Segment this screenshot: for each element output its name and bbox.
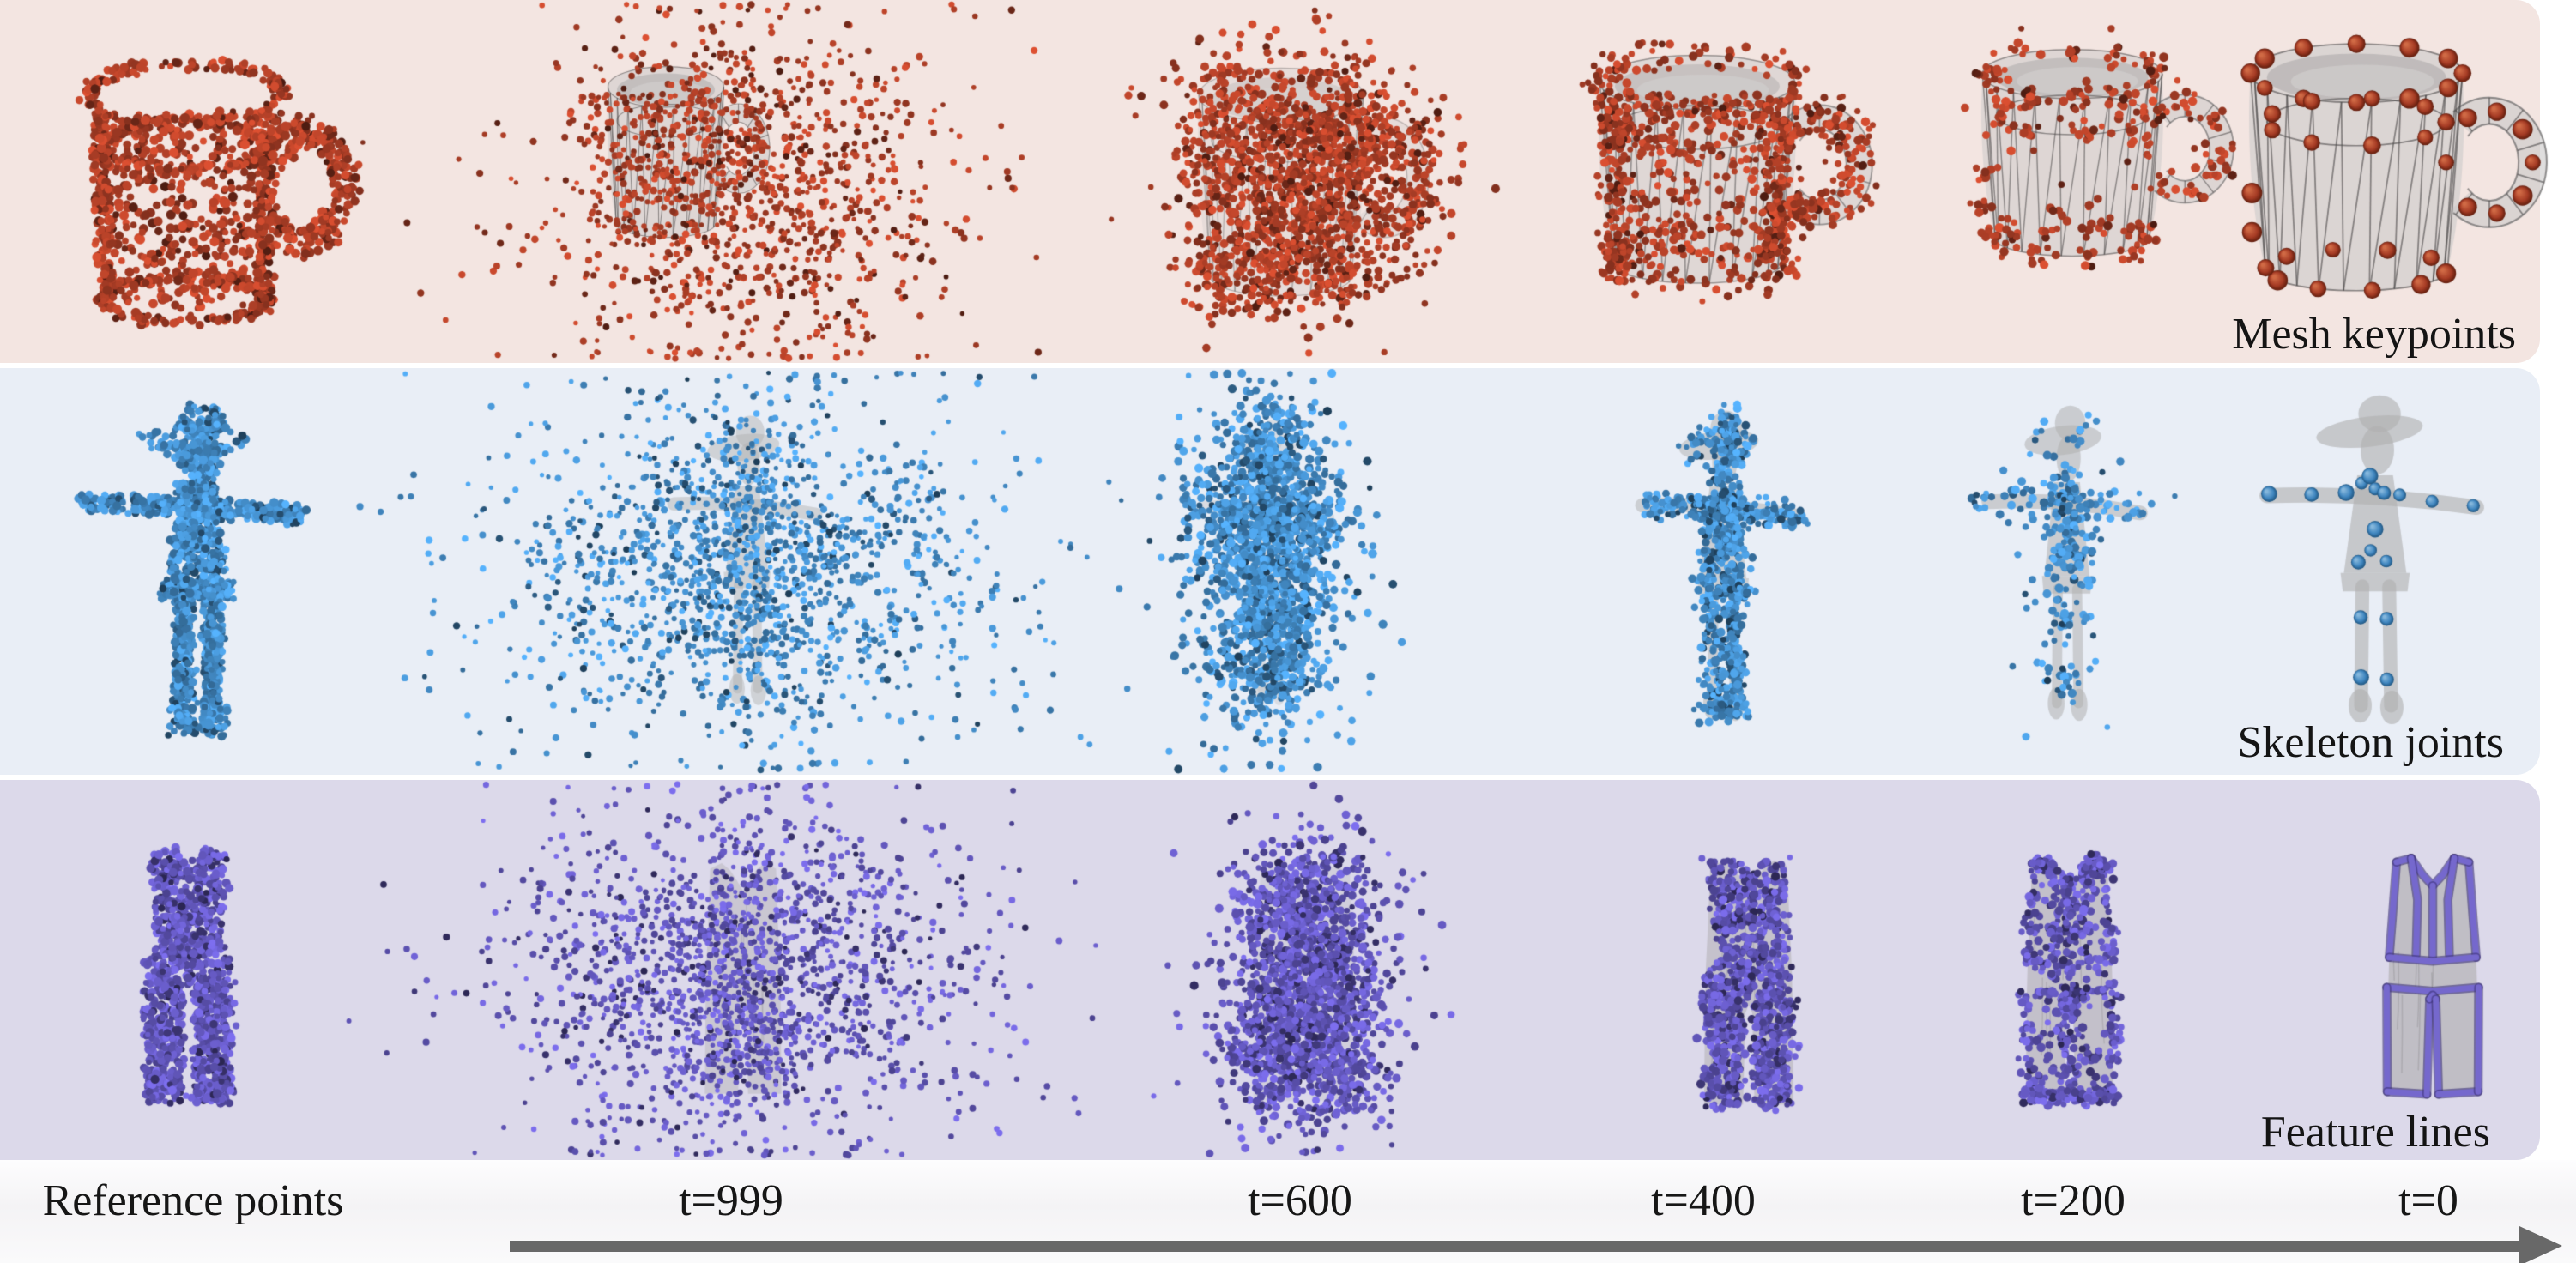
timeline-label-t600: t=600	[1248, 1176, 1352, 1225]
row-label-mesh-keypoints: Mesh keypoints	[2232, 310, 2516, 359]
timeline-label-t0: t=0	[2398, 1176, 2458, 1225]
timeline-label-t999: t=999	[679, 1176, 783, 1225]
timeline-label-t400: t=400	[1651, 1176, 1756, 1225]
timeline-arrow	[510, 1240, 2521, 1252]
row-band-mesh-keypoints	[0, 0, 2540, 363]
row-band-feature-lines	[0, 780, 2540, 1160]
timeline-label-reference-points: Reference points	[42, 1176, 344, 1225]
row-band-skeleton-joints	[0, 368, 2540, 775]
timeline-arrow-head	[2519, 1226, 2562, 1263]
row-label-skeleton-joints: Skeleton joints	[2237, 718, 2504, 767]
timeline-label-t200: t=200	[2021, 1176, 2126, 1225]
row-label-feature-lines: Feature lines	[2260, 1108, 2490, 1157]
